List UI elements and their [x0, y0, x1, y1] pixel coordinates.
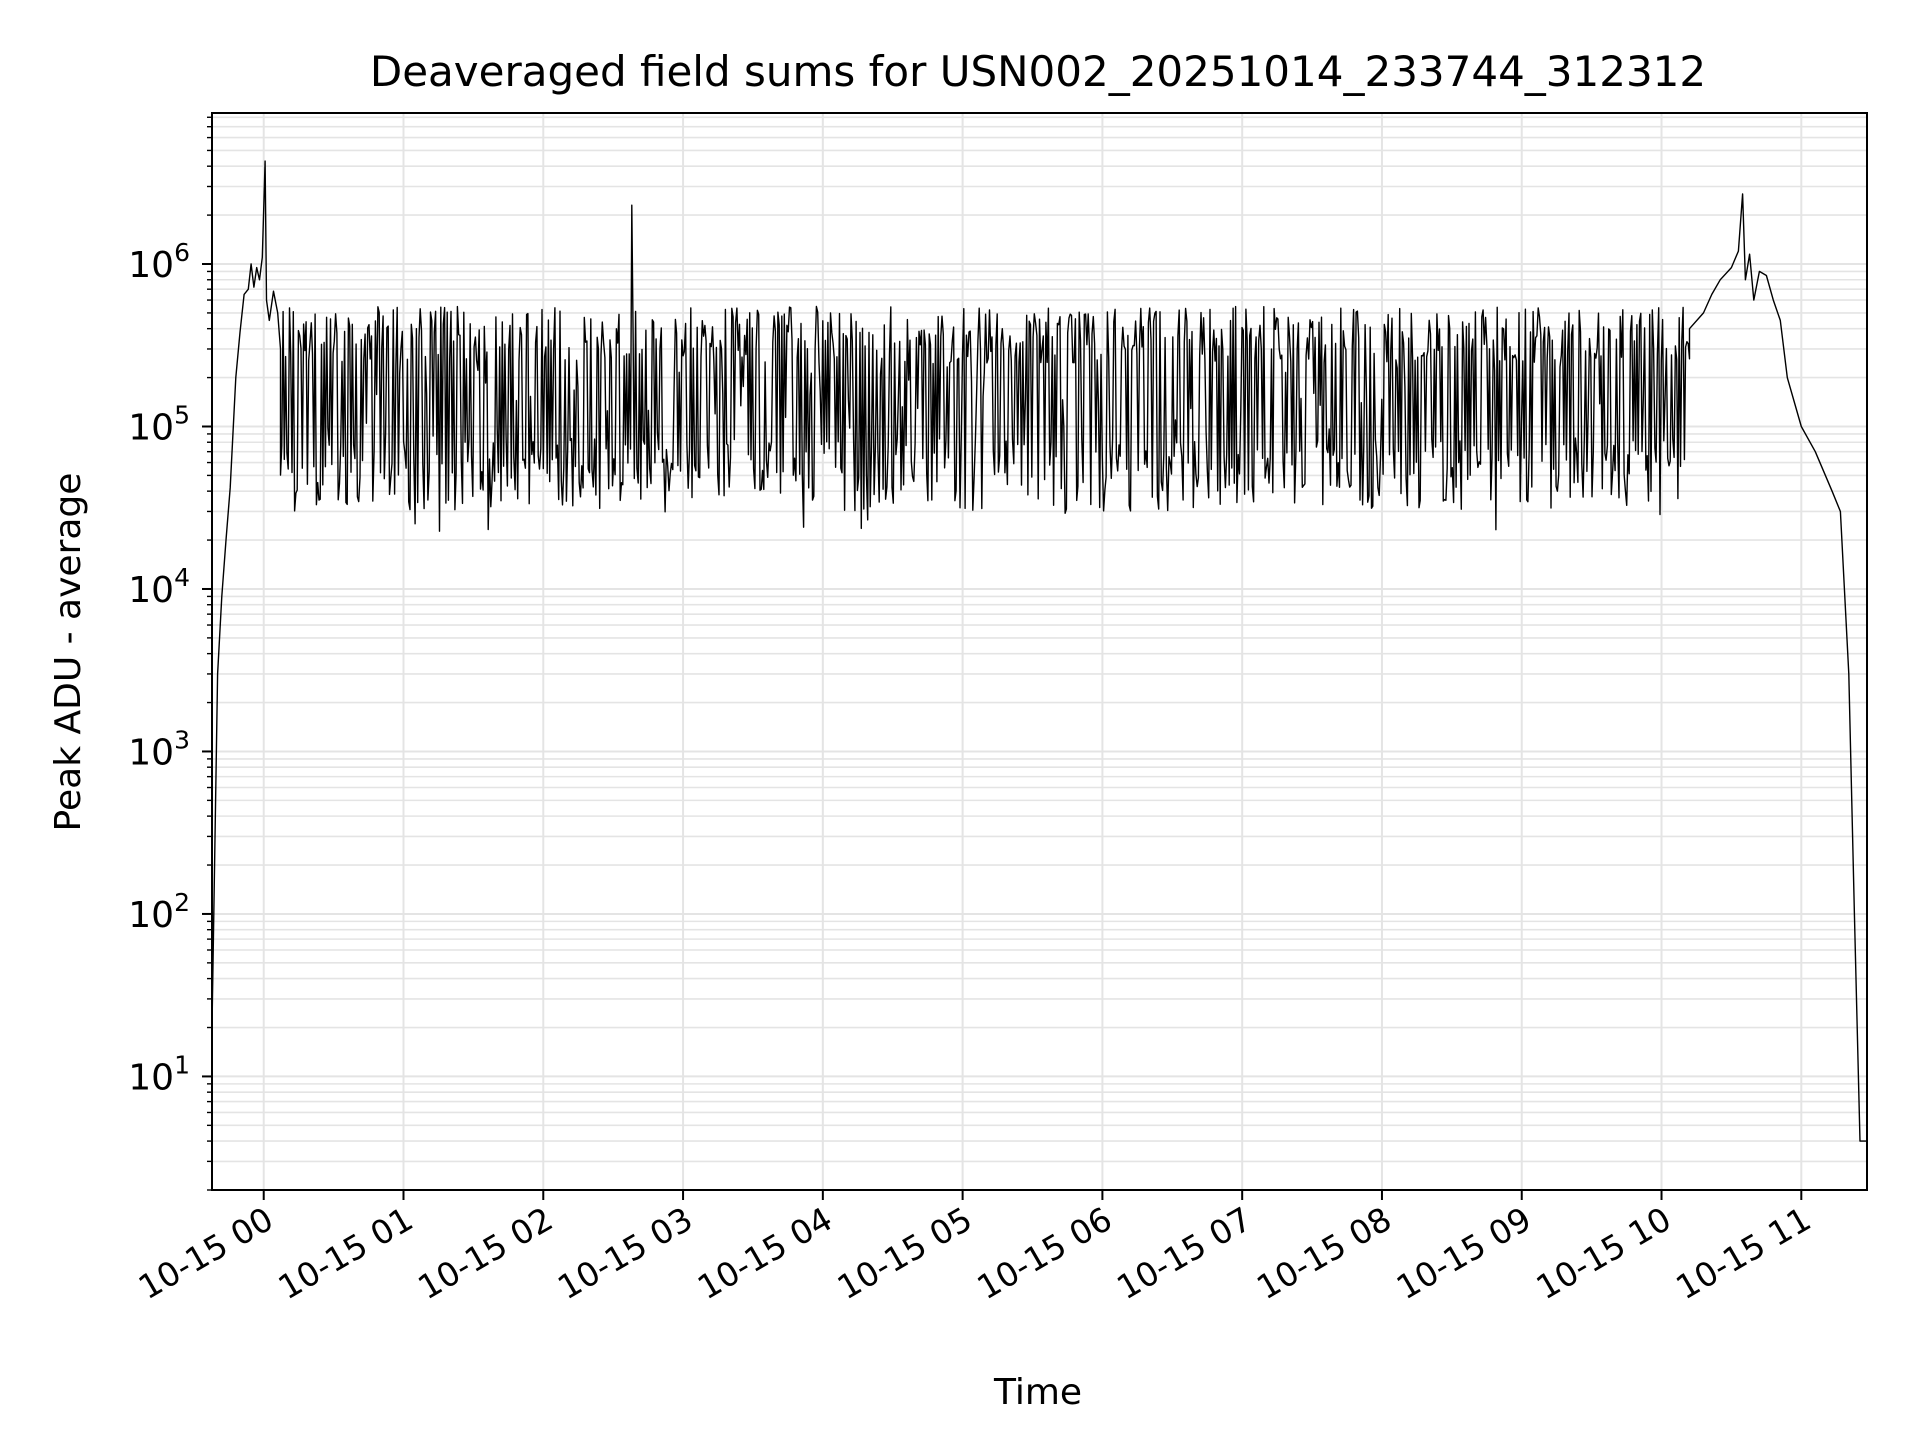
y-tick-base: 10	[128, 407, 174, 448]
y-tick-base: 10	[128, 1057, 174, 1098]
y-tick-base: 10	[128, 732, 174, 773]
y-tick-label: 106	[128, 238, 190, 286]
y-tick-label: 105	[128, 400, 190, 448]
tick-marks	[202, 116, 1803, 1200]
y-tick-exponent: 2	[174, 888, 190, 917]
y-tick-base: 10	[128, 570, 174, 611]
y-tick-label: 102	[128, 888, 190, 936]
y-tick-label: 103	[128, 725, 190, 773]
x-axis-label: Time	[993, 1372, 1082, 1413]
y-tick-exponent: 6	[174, 238, 190, 267]
y-tick-base: 10	[128, 245, 174, 286]
y-tick-exponent: 3	[174, 725, 190, 754]
series-line-peak-adu	[211, 160, 1867, 1142]
y-tick-exponent: 5	[174, 400, 190, 429]
y-tick-exponent: 1	[174, 1050, 190, 1079]
plot-frame	[211, 112, 1868, 1191]
y-tick-exponent: 4	[174, 563, 190, 592]
series-layer	[211, 160, 1867, 1142]
y-axis-label: Peak ADU - average	[48, 473, 89, 832]
y-tick-label: 101	[128, 1050, 190, 1098]
chart-title: Deaveraged field sums for USN002_2025101…	[370, 47, 1706, 96]
grid	[212, 113, 1867, 1191]
y-tick-label: 104	[128, 563, 190, 611]
y-tick-base: 10	[128, 895, 174, 936]
